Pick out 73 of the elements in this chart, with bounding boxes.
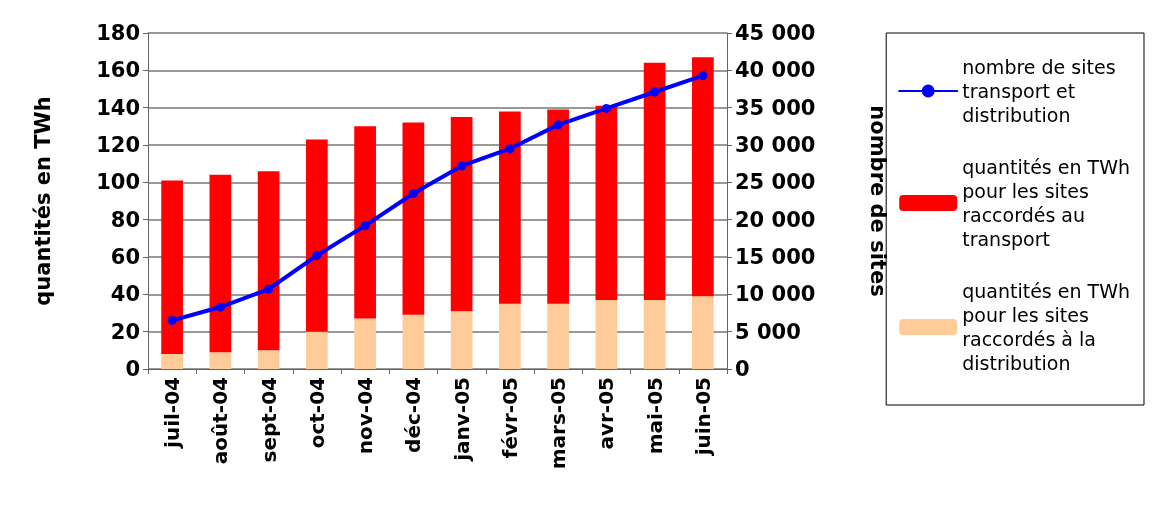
bar xyxy=(643,299,666,369)
point xyxy=(457,161,467,171)
x-tick-label: août-04 xyxy=(208,377,233,465)
bar xyxy=(354,126,376,319)
x-tick-label: oct-04 xyxy=(304,377,329,449)
bar xyxy=(257,350,280,369)
y2-tick-label: 25 000 xyxy=(735,170,816,195)
y-tick-label: 20 xyxy=(110,319,140,344)
x-tick-label: avr-05 xyxy=(594,377,619,450)
x-tick-label: sept-04 xyxy=(256,377,281,463)
legend-label: nombre de sites transport et distribution xyxy=(962,56,1116,126)
bar xyxy=(402,122,425,315)
point xyxy=(312,251,322,260)
y2-tick-label: 30 000 xyxy=(735,133,816,157)
x-tick-label: juin-05 xyxy=(690,377,715,457)
y2-tick-label: 40 000 xyxy=(735,58,816,83)
legend-label: quantités en TWh pour les sites raccordés au transport xyxy=(962,156,1131,250)
y2-tick-label: 0 xyxy=(735,357,750,381)
point xyxy=(167,315,177,325)
bar xyxy=(692,57,714,297)
bar xyxy=(354,318,376,369)
bar xyxy=(499,303,521,369)
y2-tick-label: 45 000 xyxy=(735,21,816,45)
y2-tick-label: 5 000 xyxy=(735,319,801,344)
x-tick-label: déc-04 xyxy=(401,377,426,453)
bar xyxy=(450,311,473,369)
y-tick-label: 100 xyxy=(96,170,140,195)
point xyxy=(601,103,611,113)
bar xyxy=(450,117,473,312)
y-tick-label: 40 xyxy=(110,282,140,307)
y-tick-label: 80 xyxy=(110,207,140,232)
point xyxy=(264,284,274,294)
point xyxy=(360,221,370,231)
y-axis-title: quantités en TWh xyxy=(30,96,55,306)
y2-tick-label: 10 000 xyxy=(735,282,816,307)
x-tick-label: févr-05 xyxy=(497,377,522,459)
x-tick-label: mars-05 xyxy=(546,377,571,470)
y-tick-label: 60 xyxy=(110,245,140,269)
y-tick-label: 140 xyxy=(96,95,140,120)
bar xyxy=(499,111,521,304)
x-tick-label: nov-04 xyxy=(353,377,378,455)
bar xyxy=(547,109,569,304)
point xyxy=(553,120,563,130)
bar xyxy=(306,139,328,332)
y2-axis-title: nombre de sites xyxy=(865,105,890,297)
point xyxy=(650,87,660,97)
y2-tick-label: 35 000 xyxy=(735,95,816,120)
bar xyxy=(595,105,618,300)
y-tick-label: 160 xyxy=(96,58,140,83)
bar xyxy=(547,303,569,369)
bar xyxy=(161,354,183,369)
bar xyxy=(643,62,666,300)
bar xyxy=(209,174,232,353)
point xyxy=(408,189,418,199)
bar xyxy=(161,180,183,355)
bar xyxy=(209,352,232,369)
x-tick-label: janv-05 xyxy=(449,377,474,462)
bar xyxy=(402,314,425,369)
point xyxy=(505,144,515,154)
legend-label: quantités en TWh pour les sites raccordés à la distribution xyxy=(962,280,1131,374)
point xyxy=(215,302,225,312)
y-tick-label: 0 xyxy=(125,357,140,381)
y-tick-label: 120 xyxy=(96,133,140,157)
y2-tick-label: 15 000 xyxy=(735,245,816,269)
bar xyxy=(692,296,714,369)
y-tick-label: 180 xyxy=(96,21,140,45)
x-tick-label: mai-05 xyxy=(642,377,667,455)
y2-tick-label: 20 000 xyxy=(735,207,816,232)
point xyxy=(698,71,708,81)
bar xyxy=(257,171,280,351)
x-tick-label: juil-04 xyxy=(160,377,185,449)
bar xyxy=(595,299,618,369)
bar xyxy=(306,331,328,369)
